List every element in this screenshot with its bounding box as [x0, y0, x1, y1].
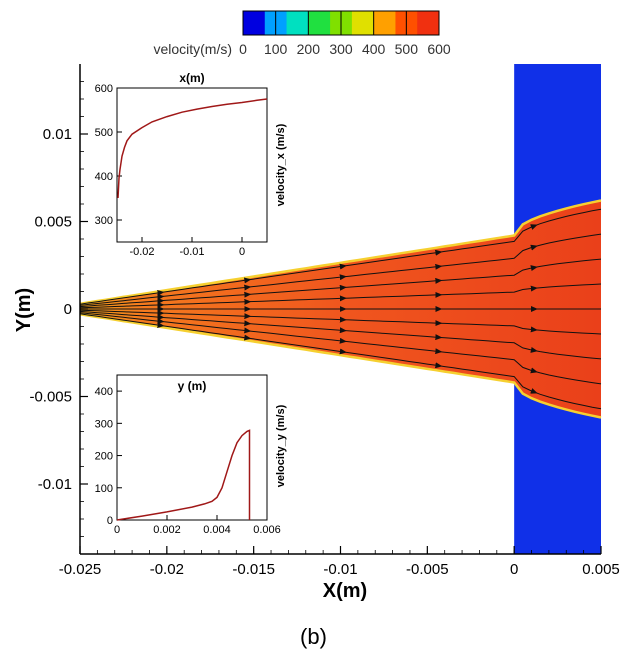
streamline-arrow: [243, 334, 252, 341]
streamline-arrow: [157, 322, 165, 329]
inset-top-ylabel: velocity_x (m/s): [275, 123, 287, 206]
x-tick-label: -0.005: [406, 561, 449, 578]
streamline-arrow: [434, 249, 443, 256]
streamline-arrow: [530, 388, 538, 394]
x-axis-ticks: -0.025 -0.02 -0.015 -0.01 -0.005 0 0.005: [59, 546, 620, 578]
inset-x-tick-label: 0: [239, 246, 245, 258]
inset-bottom-chart: y (m) velocity_y (m/s) 0 0.002 0.004 0.006 4…: [95, 374, 287, 536]
inset-y-tick-label: 500: [95, 127, 113, 139]
colorbar-tick-label: 300: [329, 41, 353, 57]
inset-x-tick-label: 0: [114, 524, 120, 536]
inset-y-tick-label: 400: [95, 171, 113, 183]
inset-bottom-ticks: 0 0.002 0.004 0.006 400 300 200 100 0: [95, 386, 281, 536]
x-tick-label: 0: [510, 561, 518, 578]
colorbar-swatch: [351, 11, 375, 35]
figure-caption: (b): [300, 624, 327, 649]
inset-bottom-ylabel: velocity_y (m/s): [275, 404, 287, 487]
y-tick-label: -0.005: [29, 389, 72, 406]
inset-y-tick-label: 300: [95, 418, 113, 430]
y-tick-label: 0.01: [43, 126, 72, 143]
y-axis-ticks: 0.01 0.005 0 -0.005 -0.01: [29, 81, 88, 537]
inset-x-tick-label: 0.006: [253, 524, 281, 536]
colorbar-swatch: [417, 11, 440, 35]
streamlines: [79, 208, 602, 410]
y-axis-label: Y(m): [13, 288, 35, 332]
inset-bottom-frame: [116, 374, 268, 521]
inset-top-frame: [116, 87, 268, 243]
inset-y-tick-label: 200: [95, 451, 113, 463]
streamline-arrow: [434, 362, 443, 369]
colorbar-tick-label: 0: [239, 41, 247, 57]
inset-top-series-line: [117, 98, 268, 199]
inset-x-tick-label: 0.002: [153, 524, 181, 536]
x-tick-label: -0.02: [150, 561, 184, 578]
colorbar-tick-label: 500: [395, 41, 419, 57]
inset-top-ticks: -0.02 -0.01 0 600 500 400 300: [95, 83, 245, 258]
x-axis-label: X(m): [323, 580, 367, 602]
x-tick-label: 0.005: [582, 561, 620, 578]
inset-y-tick-label: 600: [95, 83, 113, 95]
inset-y-tick-label: 0: [107, 515, 113, 527]
colorbar-tick-labels: 0 100 200 300 400 500 600: [239, 41, 451, 57]
streamline-arrow: [530, 244, 538, 251]
streamline-arrow: [339, 348, 347, 355]
inset-bottom-series-line: [116, 429, 251, 521]
colorbar-swatch: [286, 11, 309, 35]
colorbar-label: velocity(m/s): [153, 41, 232, 57]
inset-top-chart: x(m) velocity_x (m/s) -0.02 -0.01 0 600 500 4…: [95, 71, 287, 258]
streamline-arrow: [339, 263, 347, 270]
colorbar-tick-label: 400: [362, 41, 386, 57]
main-plot: -0.025 -0.02 -0.015 -0.01 -0.005 0 0.005 0.010…: [13, 64, 620, 602]
inset-y-tick-label: 400: [95, 386, 113, 398]
jet-edge-bottom: [79, 313, 602, 419]
colorbar-tick-label: 600: [427, 41, 451, 57]
colorbar: [242, 10, 440, 36]
x-tick-label: -0.01: [323, 561, 357, 578]
y-tick-label: 0.005: [34, 214, 72, 231]
inset-x-tick-label: -0.02: [129, 246, 154, 258]
colorbar-tick-label: 100: [264, 41, 288, 57]
inset-y-tick-label: 300: [95, 215, 113, 227]
y-tick-label: -0.01: [38, 476, 72, 493]
inset-top-title: x(m): [179, 71, 204, 85]
colorbar-swatch: [308, 11, 331, 35]
x-tick-label: -0.015: [232, 561, 275, 578]
streamline-arrow: [243, 277, 252, 284]
inset-x-tick-label: 0.004: [203, 524, 231, 536]
jet-edge-top: [79, 199, 602, 306]
inset-x-tick-label: -0.01: [179, 246, 204, 258]
streamline-arrow: [157, 289, 165, 296]
colorbar-tick-label: 200: [297, 41, 321, 57]
streamline-arrow: [530, 367, 538, 374]
colorbar-swatch: [243, 11, 266, 35]
x-tick-label: -0.025: [59, 561, 102, 578]
streamline-arrow: [530, 224, 538, 230]
streamline-arrow: [530, 265, 538, 272]
inset-y-tick-label: 100: [95, 483, 113, 495]
streamline-arrow: [530, 346, 538, 353]
colorbar-swatch: [373, 11, 396, 35]
y-tick-label: 0: [64, 301, 72, 318]
inset-bottom-title: y (m): [178, 379, 207, 393]
